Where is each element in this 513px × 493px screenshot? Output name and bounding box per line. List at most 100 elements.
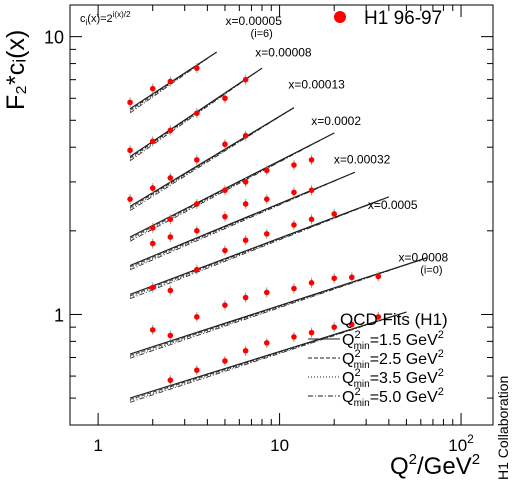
- data-point: [167, 377, 174, 383]
- data-point: [348, 321, 355, 328]
- fit-line-dashdot: [129, 107, 295, 211]
- data-points: [127, 63, 382, 386]
- data-point: [194, 314, 200, 320]
- series-note: (i=0): [420, 265, 442, 277]
- data-point: [167, 216, 174, 223]
- data-point: [242, 294, 249, 301]
- data-point: [194, 110, 200, 117]
- x-axis-label-rest: /GeV: [417, 453, 472, 480]
- x-axis-label-sup2: 2: [472, 451, 480, 468]
- fit-legend-sup: 2: [354, 367, 360, 379]
- formula: ci(x)=2i(x)/2: [80, 10, 131, 27]
- data-point: [194, 228, 200, 234]
- data-point: [375, 273, 382, 280]
- fit-legend-unit-sup: 2: [438, 348, 444, 360]
- data-point: [291, 334, 297, 340]
- data-point: [291, 162, 297, 168]
- fit-legend-sup: 2: [354, 329, 360, 341]
- fit-line-solid: [129, 51, 217, 110]
- series-label: x=0.00013: [288, 78, 345, 92]
- data-point: [149, 240, 156, 247]
- data-point: [242, 201, 249, 207]
- data-point: [194, 157, 200, 163]
- fit-legend-prefix: Q: [342, 332, 354, 349]
- data-point: [194, 367, 200, 373]
- data-legend: H1 96-97: [334, 8, 442, 29]
- data-point: [242, 237, 249, 244]
- data-point: [222, 302, 228, 308]
- data-point: [242, 347, 249, 354]
- legend-marker: [334, 11, 346, 23]
- data-point: [331, 324, 338, 330]
- data-point: [222, 358, 228, 364]
- data-point: [331, 275, 338, 282]
- data-point: [127, 196, 133, 202]
- x-tick-label-sup: 2: [467, 432, 474, 446]
- x-tick-label: 10: [270, 436, 289, 455]
- series-label: x=0.0002: [311, 114, 361, 128]
- data-point: [375, 314, 382, 320]
- data-point: [348, 274, 355, 281]
- data-point: [308, 329, 315, 336]
- data-point: [149, 225, 156, 231]
- data-point: [127, 99, 133, 106]
- data-point: [263, 196, 270, 202]
- data-point: [263, 340, 270, 346]
- data-point: [167, 287, 174, 294]
- fit-line-dashdot: [129, 132, 335, 242]
- data-point: [331, 211, 338, 217]
- fit-line-dotted: [129, 51, 217, 112]
- fit-line-dashdot: [129, 196, 389, 300]
- plot-border: [69, 4, 494, 426]
- data-point: [167, 127, 174, 134]
- data-point: [127, 147, 133, 154]
- fit-legend-sub: min: [354, 360, 370, 371]
- fit-legend-value: =1.5 GeV: [370, 332, 438, 349]
- series-label: x=0.0005: [368, 198, 418, 212]
- fit-legend-title: QCD Fits (H1): [340, 310, 448, 329]
- series-label: x=0.0008: [399, 251, 449, 265]
- data-point: [242, 179, 249, 185]
- y-tick-label: 10: [44, 28, 64, 48]
- data-point: [194, 266, 200, 273]
- axes: 1 10 102 1 10: [44, 5, 493, 455]
- fit-line-dashed: [129, 171, 356, 268]
- data-point: [308, 216, 315, 223]
- series-label: x=0.00032: [334, 152, 391, 166]
- data-point: [222, 95, 228, 102]
- series-label: x=0.00005: [225, 14, 282, 28]
- data-point: [222, 247, 228, 254]
- fit-line-dotted: [129, 257, 428, 358]
- data-point: [149, 138, 156, 145]
- data-point: [242, 76, 249, 83]
- data-point: [222, 141, 228, 148]
- data-point: [308, 279, 315, 286]
- data-point: [222, 187, 228, 194]
- data-point: [149, 327, 156, 333]
- data-point: [167, 234, 174, 240]
- formula-rest: (x)=2: [87, 13, 112, 25]
- fit-line-solid: [129, 171, 356, 267]
- fit-legend-prefix: Q: [342, 370, 354, 387]
- data-point: [308, 157, 315, 163]
- fit-legend-value: =5.0 GeV: [370, 389, 438, 406]
- data-point: [149, 85, 156, 92]
- fit-legend-value: =3.5 GeV: [370, 370, 438, 387]
- fit-line-dashed: [129, 311, 407, 400]
- fit-line-dashdot: [129, 311, 407, 403]
- fit-curves: [129, 51, 428, 403]
- data-point: [308, 187, 315, 194]
- fit-legend-label: Q2 min=1.5 GeV2: [342, 329, 444, 352]
- data-point: [194, 201, 200, 207]
- data-point: [263, 167, 270, 174]
- fit-line-dashdot: [129, 171, 356, 271]
- formula-base: c: [80, 13, 86, 25]
- data-point: [242, 132, 249, 139]
- fit-legend-sub: min: [354, 398, 370, 409]
- fit-legend-sup: 2: [354, 386, 360, 398]
- x-axis-label-main: Q: [390, 453, 409, 480]
- data-point: [291, 222, 297, 228]
- legend-label: H1 96-97: [364, 8, 442, 29]
